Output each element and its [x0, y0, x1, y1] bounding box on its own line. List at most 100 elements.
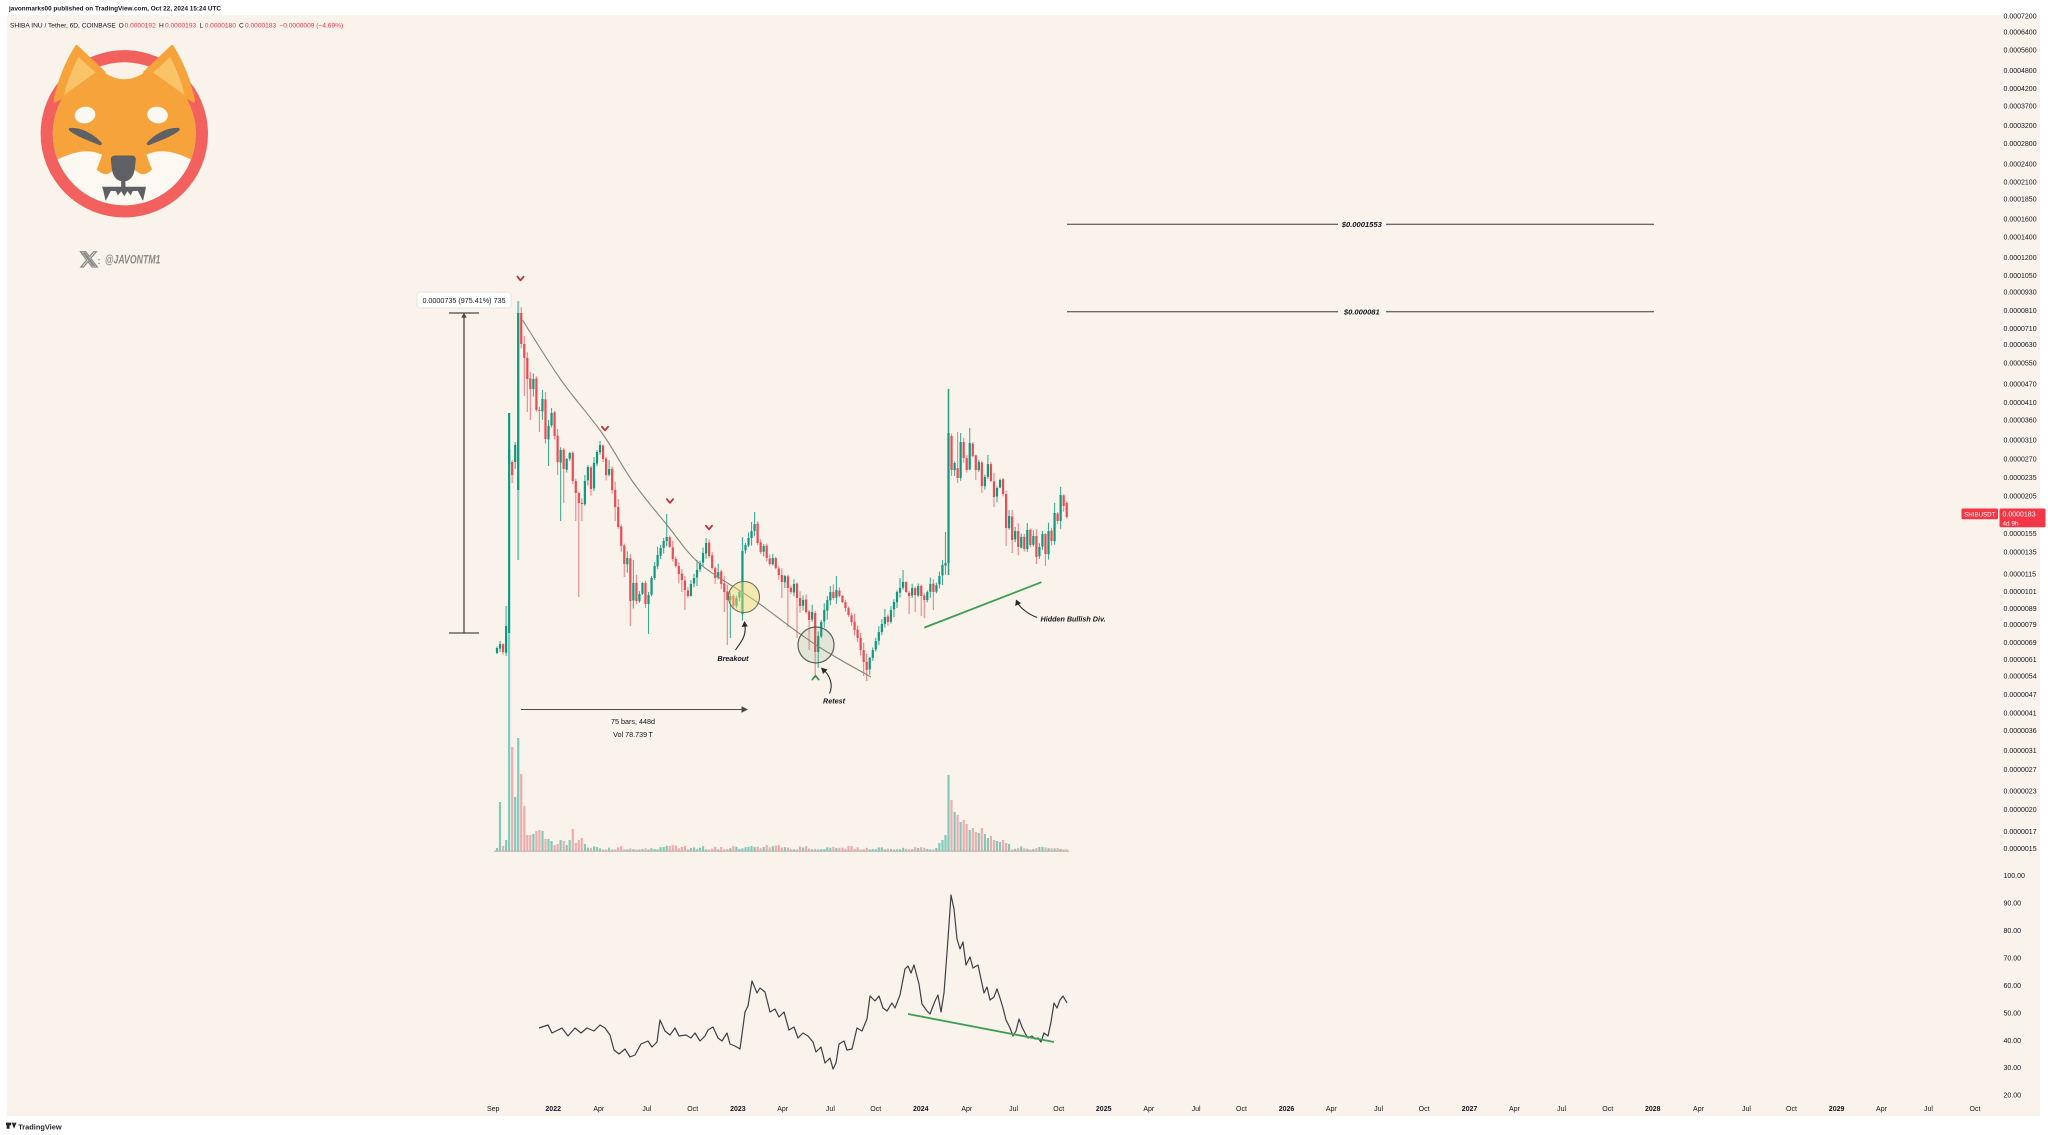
svg-text:C: C	[239, 23, 244, 30]
svg-text:javonmarks00 published on Trad: javonmarks00 published on TradingView.co…	[8, 6, 221, 13]
svg-text:0.0000054: 0.0000054	[2004, 673, 2037, 680]
svg-text:0.0001400: 0.0001400	[2004, 234, 2037, 241]
svg-text:70.00: 70.00	[2004, 956, 2022, 963]
svg-text:0.0001600: 0.0001600	[2004, 216, 2037, 223]
svg-text:Jul: Jul	[642, 1106, 651, 1113]
svg-text:0.0000041: 0.0000041	[2004, 710, 2037, 717]
svg-text:Apr: Apr	[1876, 1106, 1888, 1113]
svg-text:0.0000205: 0.0000205	[2004, 493, 2037, 500]
svg-text:0.0005600: 0.0005600	[2004, 47, 2037, 54]
svg-text:0.0000470: 0.0000470	[2004, 382, 2037, 389]
svg-text:2022: 2022	[545, 1106, 561, 1113]
svg-text:H: H	[159, 23, 164, 30]
svg-text:0.0000180: 0.0000180	[205, 23, 237, 30]
svg-text:0.0003200: 0.0003200	[2004, 123, 2037, 130]
svg-text:Vol 78.739 T: Vol 78.739 T	[613, 730, 653, 739]
svg-text:L: L	[200, 23, 204, 30]
svg-text:0.0000031: 0.0000031	[2004, 748, 2037, 755]
svg-text:0.0000027: 0.0000027	[2004, 767, 2037, 774]
svg-text:0.0001850: 0.0001850	[2004, 197, 2037, 204]
svg-text:0.0001200: 0.0001200	[2004, 255, 2037, 262]
svg-text:0.0000410: 0.0000410	[2004, 400, 2037, 407]
svg-text:0.0002800: 0.0002800	[2004, 141, 2037, 148]
svg-text:0.0000193: 0.0000193	[165, 23, 197, 30]
svg-text:0.0006400: 0.0006400	[2004, 29, 2037, 36]
svg-text:Oct: Oct	[687, 1106, 698, 1113]
svg-text:60.00: 60.00	[2004, 983, 2022, 990]
svg-text:0.0000930: 0.0000930	[2004, 290, 2037, 297]
svg-text:Apr: Apr	[1693, 1106, 1705, 1113]
svg-text:0.0000550: 0.0000550	[2004, 360, 2037, 367]
svg-text:100.00: 100.00	[2004, 873, 2026, 880]
svg-text:Oct: Oct	[1602, 1106, 1613, 1113]
svg-text:Apr: Apr	[1143, 1106, 1155, 1113]
svg-text::: :	[98, 256, 101, 266]
svg-text:0.0000101: 0.0000101	[2004, 589, 2037, 596]
svg-text:Hidden Bullish Div.: Hidden Bullish Div.	[1041, 615, 1106, 624]
svg-text:−0.0000009 (−4.69%): −0.0000009 (−4.69%)	[279, 23, 343, 30]
svg-text:2026: 2026	[1279, 1106, 1295, 1113]
svg-text:Oct: Oct	[1053, 1106, 1064, 1113]
svg-text:0.0000015: 0.0000015	[2004, 846, 2037, 853]
svg-text:40.00: 40.00	[2004, 1038, 2022, 1045]
svg-text:80.00: 80.00	[2004, 928, 2022, 935]
svg-text:0.0000235: 0.0000235	[2004, 475, 2037, 482]
svg-text:0.0000270: 0.0000270	[2004, 456, 2037, 463]
svg-text:Oct: Oct	[1419, 1106, 1430, 1113]
svg-text:0.0000023: 0.0000023	[2004, 788, 2037, 795]
svg-text:$0.0001553: $0.0001553	[1341, 220, 1383, 229]
svg-text:0.0000135: 0.0000135	[2004, 550, 2037, 557]
svg-text:Oct: Oct	[1236, 1106, 1247, 1113]
svg-text:0.0000115: 0.0000115	[2004, 571, 2037, 578]
svg-text:Jul: Jul	[1924, 1106, 1933, 1113]
svg-text:Jul: Jul	[1742, 1106, 1751, 1113]
svg-text:0.0000061: 0.0000061	[2004, 657, 2037, 664]
svg-text:0.0004800: 0.0004800	[2004, 68, 2037, 75]
svg-text:0.0000155: 0.0000155	[2004, 531, 2037, 538]
svg-text:0.0000183: 0.0000183	[2003, 511, 2036, 518]
svg-text:2029: 2029	[1829, 1106, 1845, 1113]
svg-text:0.0000036: 0.0000036	[2004, 728, 2037, 735]
svg-text:Jul: Jul	[1374, 1106, 1383, 1113]
svg-text:0.0007200: 0.0007200	[2004, 14, 2037, 21]
svg-text:Apr: Apr	[961, 1106, 973, 1113]
svg-text:0.0000079: 0.0000079	[2004, 622, 2037, 629]
svg-text:2025: 2025	[1096, 1106, 1112, 1113]
svg-text:50.00: 50.00	[2004, 1010, 2022, 1017]
svg-text:TradingView: TradingView	[18, 1122, 62, 1131]
svg-text:0.0000360: 0.0000360	[2004, 418, 2037, 425]
svg-text:@JAVONTM1: @JAVONTM1	[105, 254, 161, 266]
svg-text:Oct: Oct	[1970, 1106, 1981, 1113]
svg-text:30.00: 30.00	[2004, 1065, 2022, 1072]
svg-text:Apr: Apr	[1326, 1106, 1338, 1113]
svg-text:O: O	[119, 23, 124, 30]
svg-text:Jul: Jul	[826, 1106, 835, 1113]
svg-text:0.0000710: 0.0000710	[2004, 326, 2037, 333]
svg-text:Apr: Apr	[593, 1106, 605, 1113]
svg-text:4d 9h: 4d 9h	[2003, 520, 2019, 527]
svg-text:Retest: Retest	[823, 697, 846, 706]
svg-text:SHIBUSDT: SHIBUSDT	[1964, 511, 1996, 518]
svg-text:Apr: Apr	[1509, 1106, 1521, 1113]
svg-text:0.0000089: 0.0000089	[2004, 606, 2037, 613]
svg-text:2027: 2027	[1462, 1106, 1478, 1113]
svg-text:2023: 2023	[730, 1106, 746, 1113]
svg-text:0.0000810: 0.0000810	[2004, 308, 2037, 315]
svg-text:2028: 2028	[1645, 1106, 1661, 1113]
svg-text:0.0001050: 0.0001050	[2004, 273, 2037, 280]
svg-text:0.0000020: 0.0000020	[2004, 807, 2037, 814]
svg-text:0.0002100: 0.0002100	[2004, 180, 2037, 187]
svg-text:0.0000735 (975.41%) 735: 0.0000735 (975.41%) 735	[422, 296, 505, 305]
svg-text:Jul: Jul	[1557, 1106, 1566, 1113]
svg-text:20.00: 20.00	[2004, 1093, 2022, 1100]
svg-text:0.0000183: 0.0000183	[245, 23, 277, 30]
svg-text:SHIBA INU / Tether, 6D, COINBA: SHIBA INU / Tether, 6D, COINBASE	[10, 23, 116, 30]
svg-text:Jul: Jul	[1009, 1106, 1018, 1113]
svg-text:0.0002400: 0.0002400	[2004, 162, 2037, 169]
svg-text:0.0000017: 0.0000017	[2004, 829, 2037, 836]
svg-text:0.0004200: 0.0004200	[2004, 86, 2037, 93]
svg-text:Oct: Oct	[1786, 1106, 1797, 1113]
svg-text:Sep: Sep	[487, 1106, 500, 1113]
svg-text:Breakout: Breakout	[717, 654, 749, 663]
svg-text:Oct: Oct	[870, 1106, 881, 1113]
